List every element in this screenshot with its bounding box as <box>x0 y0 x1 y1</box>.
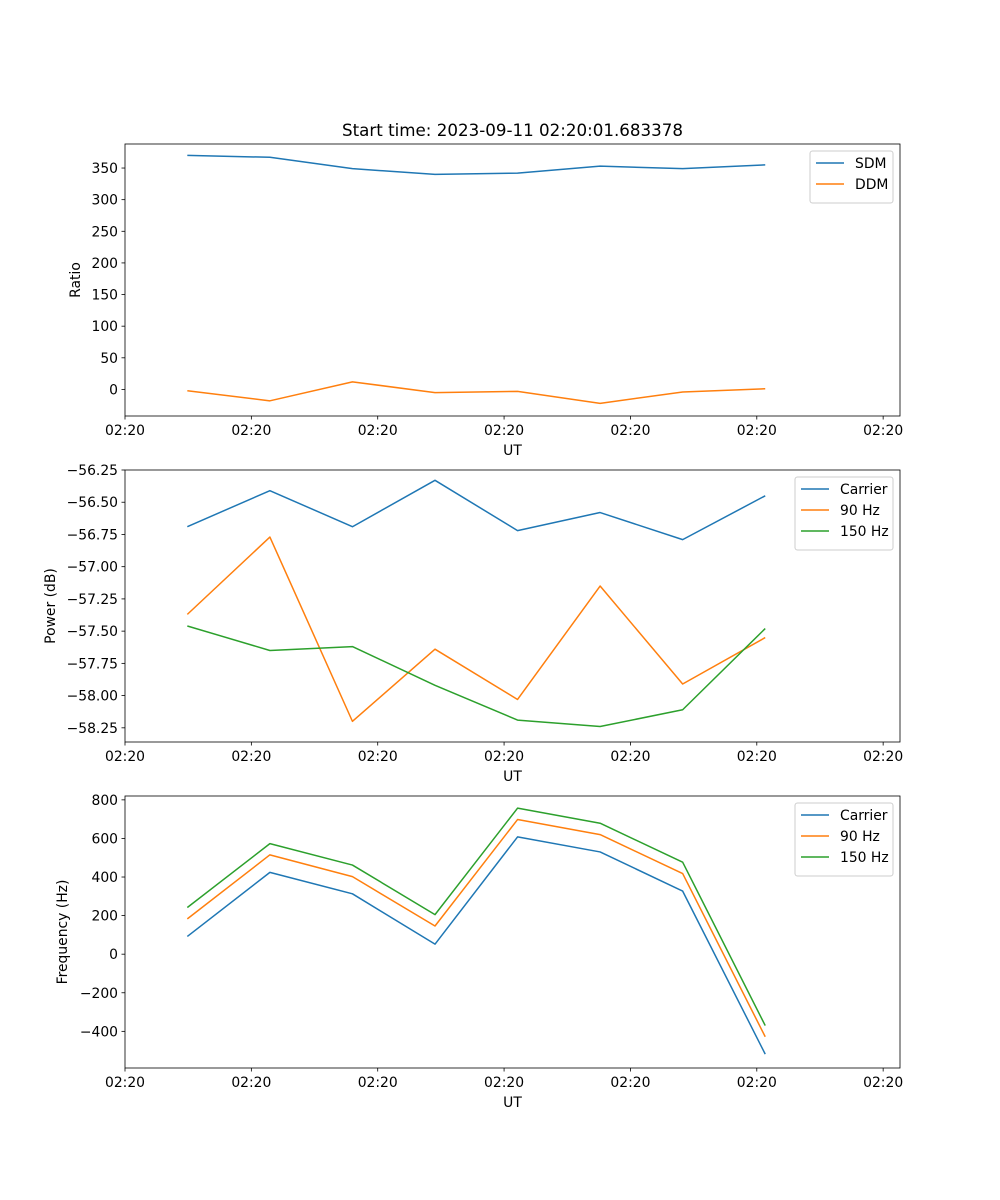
power-series-lines <box>186 479 766 728</box>
power-x-tick-label: 02:20 <box>358 749 398 765</box>
power-x-tick-label: 02:20 <box>737 749 777 765</box>
frequency-y-tick-label: 0 <box>109 947 118 963</box>
frequency-y-tick-label: 400 <box>91 870 118 886</box>
frequency-y-tick-label: 200 <box>91 909 118 925</box>
ratio-panel: 02:20 02:20 02:20 02:20 02:20 02:20 02:20 0 50 10… <box>68 143 903 459</box>
power-legend-label: Carrier <box>840 482 888 498</box>
power-legend: Carrier 90 Hz 150 Hz <box>794 476 894 551</box>
power-x-tick-label: 02:20 <box>610 749 650 765</box>
ratio-y-tick-label: 100 <box>91 319 118 335</box>
ratio-legend-box <box>809 150 894 204</box>
frequency-series-line-90-hz <box>186 818 766 1038</box>
power-y-axis-label: Power (dB) <box>43 568 59 644</box>
ratio-y-tick-label: 250 <box>91 224 118 240</box>
power-x-tick-label: 02:20 <box>863 749 903 765</box>
frequency-axes-frame <box>124 795 901 1069</box>
frequency-x-tick-label: 02:20 <box>737 1075 777 1091</box>
frequency-x-tick-label: 02:20 <box>105 1075 145 1091</box>
ratio-y-tick-label: 200 <box>91 256 118 272</box>
ratio-x-axis-label: UT <box>503 443 522 459</box>
ratio-legend-label: DDM <box>855 177 888 193</box>
frequency-x-tick-label: 02:20 <box>484 1075 524 1091</box>
ratio-legend: SDM DDM <box>809 150 894 204</box>
power-series-line-90-hz <box>186 536 766 723</box>
ratio-y-tick-label: 150 <box>91 288 118 304</box>
frequency-x-axis-label: UT <box>503 1095 522 1111</box>
power-x-axis-label: UT <box>503 769 522 785</box>
power-legend-label: 90 Hz <box>840 503 880 519</box>
power-y-tick-label: −57.00 <box>67 560 118 576</box>
ratio-y-tick-label: 300 <box>91 193 118 209</box>
frequency-y-tick-label: 600 <box>91 831 118 847</box>
power-y-tick-label: −57.75 <box>67 656 118 672</box>
ratio-x-tick-label: 02:20 <box>105 423 145 439</box>
power-series-line-150-hz <box>187 625 766 728</box>
power-series-line-carrier <box>187 479 766 541</box>
power-y-tick-label: −58.25 <box>67 721 118 737</box>
frequency-series-lines <box>186 807 766 1055</box>
frequency-legend-label: 90 Hz <box>840 829 880 845</box>
ratio-axes-frame <box>124 143 901 417</box>
power-x-tick-label: 02:20 <box>484 749 524 765</box>
ratio-series-line-ddm <box>187 381 766 405</box>
ratio-y-tick-label: 0 <box>109 382 118 398</box>
ratio-x-tick-label: 02:20 <box>484 423 524 439</box>
ratio-x-tick-label: 02:20 <box>737 423 777 439</box>
power-x-tick-label: 02:20 <box>105 749 145 765</box>
ratio-series-lines <box>187 154 766 405</box>
ratio-y-tick-label: 50 <box>100 351 118 367</box>
frequency-legend-label: 150 Hz <box>840 850 889 866</box>
power-panel: 02:20 02:20 02:20 02:20 02:20 02:20 02:20 −58.2… <box>43 463 903 785</box>
figure-title: Start time: 2023-09-11 02:20:01.683378 <box>342 120 683 140</box>
frequency-legend-label: Carrier <box>840 808 888 824</box>
ratio-y-tick-label: 350 <box>91 161 118 177</box>
ratio-series-line-sdm <box>187 154 766 176</box>
frequency-panel: 02:20 02:20 02:20 02:20 02:20 02:20 02:20 −400 −… <box>55 793 903 1111</box>
power-axes-frame <box>124 469 901 743</box>
frequency-y-tick-label: −200 <box>80 986 118 1002</box>
frequency-x-tick-label: 02:20 <box>863 1075 903 1091</box>
ratio-x-tick-label: 02:20 <box>231 423 271 439</box>
power-y-tick-label: −57.25 <box>67 592 118 608</box>
power-y-tick-label: −56.75 <box>67 527 118 543</box>
frequency-x-tick-label: 02:20 <box>358 1075 398 1091</box>
power-legend-label: 150 Hz <box>840 524 889 540</box>
power-y-tick-label: −58.00 <box>67 689 118 705</box>
ratio-x-tick-label: 02:20 <box>610 423 650 439</box>
frequency-x-tick-label: 02:20 <box>610 1075 650 1091</box>
frequency-legend: Carrier 90 Hz 150 Hz <box>794 802 894 877</box>
ratio-y-axis-label: Ratio <box>68 262 84 298</box>
frequency-y-axis-label: Frequency (Hz) <box>55 880 71 985</box>
ratio-x-tick-label: 02:20 <box>863 423 903 439</box>
power-x-tick-label: 02:20 <box>231 749 271 765</box>
power-y-tick-label: −56.25 <box>67 463 118 479</box>
power-y-tick-label: −56.50 <box>67 495 118 511</box>
power-y-tick-label: −57.50 <box>67 624 118 640</box>
frequency-series-line-150-hz <box>186 807 766 1026</box>
frequency-x-tick-label: 02:20 <box>231 1075 271 1091</box>
ratio-legend-label: SDM <box>855 156 887 172</box>
frequency-y-tick-label: −400 <box>80 1024 118 1040</box>
frequency-y-tick-label: 800 <box>91 793 118 809</box>
ratio-x-tick-label: 02:20 <box>358 423 398 439</box>
frequency-series-line-carrier <box>186 836 766 1055</box>
